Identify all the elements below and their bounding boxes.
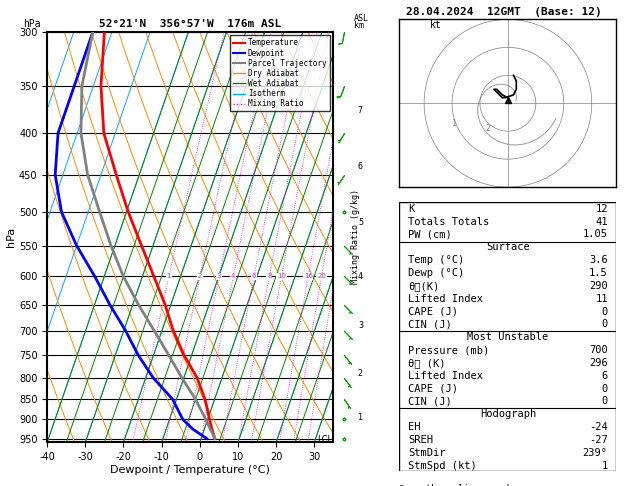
Text: EH: EH <box>408 422 421 432</box>
X-axis label: Dewpoint / Temperature (°C): Dewpoint / Temperature (°C) <box>110 465 270 475</box>
Text: 2: 2 <box>486 124 491 133</box>
Text: K: K <box>408 204 415 214</box>
Y-axis label: hPa: hPa <box>6 227 16 247</box>
Text: 1: 1 <box>167 273 171 279</box>
Title: 52°21'N  356°57'W  176m ASL: 52°21'N 356°57'W 176m ASL <box>99 19 281 30</box>
Text: PW (cm): PW (cm) <box>408 229 452 240</box>
Text: 0: 0 <box>601 307 608 316</box>
Text: 16: 16 <box>304 273 313 279</box>
Text: 6: 6 <box>358 162 363 171</box>
Text: 1.5: 1.5 <box>589 268 608 278</box>
Text: 20: 20 <box>317 273 326 279</box>
Text: 4: 4 <box>358 272 363 281</box>
Text: 8: 8 <box>267 273 272 279</box>
Text: 28.04.2024  12GMT  (Base: 12): 28.04.2024 12GMT (Base: 12) <box>406 7 601 17</box>
Text: 290: 290 <box>589 281 608 291</box>
Text: Surface: Surface <box>486 243 530 252</box>
Text: Dewp (°C): Dewp (°C) <box>408 268 464 278</box>
Text: 239°: 239° <box>582 448 608 458</box>
Text: 2: 2 <box>358 369 363 378</box>
Text: 1: 1 <box>358 413 363 422</box>
Text: StmSpd (kt): StmSpd (kt) <box>408 461 477 470</box>
Text: CAPE (J): CAPE (J) <box>408 307 458 316</box>
Text: kt: kt <box>430 20 442 30</box>
Legend: Temperature, Dewpoint, Parcel Trajectory, Dry Adiabat, Wet Adiabat, Isotherm, Mi: Temperature, Dewpoint, Parcel Trajectory… <box>230 35 330 111</box>
Text: 0: 0 <box>601 383 608 394</box>
Text: 6: 6 <box>601 371 608 381</box>
Text: 11: 11 <box>595 294 608 304</box>
Text: 2: 2 <box>198 273 202 279</box>
Text: 0: 0 <box>601 397 608 406</box>
Text: 41: 41 <box>595 217 608 226</box>
Text: 700: 700 <box>589 345 608 355</box>
Text: StmDir: StmDir <box>408 448 445 458</box>
Text: Mixing Ratio (g/kg): Mixing Ratio (g/kg) <box>351 190 360 284</box>
Text: 10: 10 <box>277 273 286 279</box>
FancyBboxPatch shape <box>399 202 616 471</box>
Text: 4: 4 <box>231 273 235 279</box>
Text: Temp (°C): Temp (°C) <box>408 255 464 265</box>
Text: 3: 3 <box>358 321 363 330</box>
Text: θᴇ(K): θᴇ(K) <box>408 281 439 291</box>
Text: θᴇ (K): θᴇ (K) <box>408 358 445 368</box>
Text: km: km <box>354 21 364 30</box>
Text: hPa: hPa <box>23 19 41 29</box>
Text: Pressure (mb): Pressure (mb) <box>408 345 489 355</box>
Text: SREH: SREH <box>408 435 433 445</box>
Text: 7: 7 <box>358 106 363 115</box>
Text: 3: 3 <box>217 273 221 279</box>
Text: 1: 1 <box>601 461 608 470</box>
Text: CIN (J): CIN (J) <box>408 319 452 330</box>
Text: © weatheronline.co.uk: © weatheronline.co.uk <box>399 484 512 486</box>
Text: 3.6: 3.6 <box>589 255 608 265</box>
Text: 1.05: 1.05 <box>582 229 608 240</box>
Text: CAPE (J): CAPE (J) <box>408 383 458 394</box>
Text: 12: 12 <box>595 204 608 214</box>
Text: 6: 6 <box>252 273 256 279</box>
Text: Most Unstable: Most Unstable <box>467 332 548 342</box>
Text: CIN (J): CIN (J) <box>408 397 452 406</box>
Text: -24: -24 <box>589 422 608 432</box>
Text: 1: 1 <box>452 119 457 128</box>
Text: Lifted Index: Lifted Index <box>408 294 483 304</box>
Text: LCL: LCL <box>317 435 332 444</box>
Text: 296: 296 <box>589 358 608 368</box>
Text: Totals Totals: Totals Totals <box>408 217 489 226</box>
Text: -27: -27 <box>589 435 608 445</box>
Text: Hodograph: Hodograph <box>480 409 536 419</box>
Text: 5: 5 <box>358 218 363 227</box>
Text: Lifted Index: Lifted Index <box>408 371 483 381</box>
Text: ASL: ASL <box>354 14 369 23</box>
Text: 0: 0 <box>601 319 608 330</box>
